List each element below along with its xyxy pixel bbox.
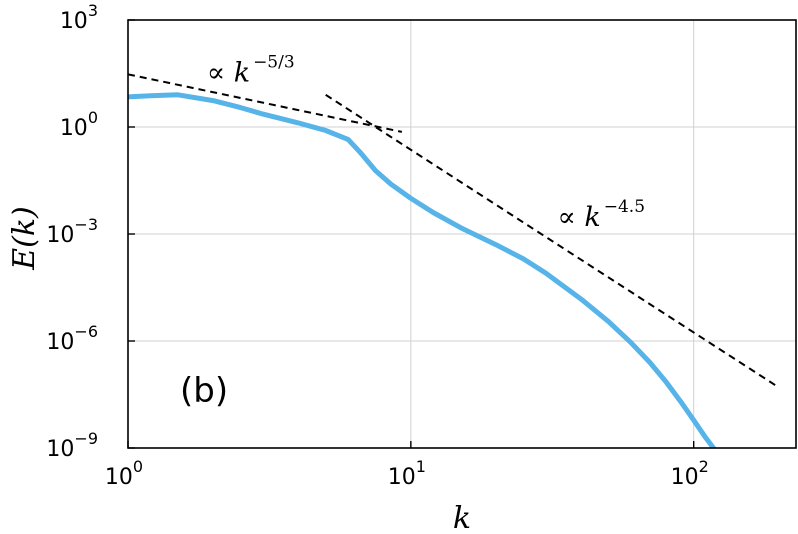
- x-tick-label: 101: [388, 457, 426, 490]
- y-axis-label: E(k): [7, 206, 42, 271]
- y-tick-label: 10−3: [46, 215, 98, 248]
- y-tick-label: 10−6: [46, 322, 98, 355]
- y-tick-label: 100: [60, 108, 98, 141]
- annotations: ∝ k −5/3 ∝ k −4.5: [207, 52, 645, 232]
- series-layer: [128, 73, 780, 448]
- x-axis-label: k: [453, 501, 471, 534]
- x-tick-label: 102: [671, 457, 709, 490]
- tick-marks: [127, 19, 695, 449]
- slope-annotation: ∝ k −5/3: [207, 52, 295, 88]
- slope-annotation: ∝ k −4.5: [558, 197, 646, 233]
- power-law-fit-line-2: [325, 93, 780, 389]
- x-tick-label: 100: [105, 457, 143, 490]
- panel-label: (b): [180, 371, 228, 411]
- y-tick-label: 103: [60, 1, 98, 34]
- power-law-fit-line-1: [128, 73, 403, 133]
- y-tick-label: 10−9: [46, 429, 98, 462]
- tick-labels: 100 101 102 10−9 10−6 10−3 100 103: [46, 1, 708, 490]
- spectrum-curve: [128, 92, 717, 448]
